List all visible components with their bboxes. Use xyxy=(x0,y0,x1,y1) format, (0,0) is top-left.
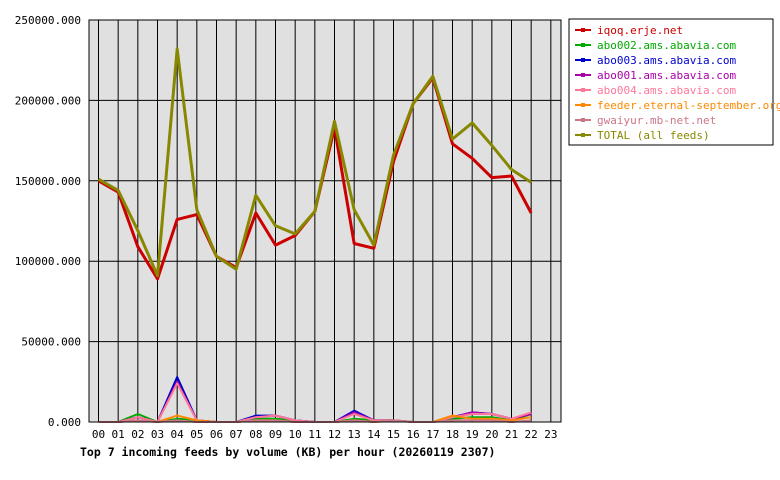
legend-label: iqoq.erje.net xyxy=(597,24,683,37)
legend-label: abo002.ams.abavia.com xyxy=(597,39,736,52)
y-axis-ticks: 0.000 50000.000 100000.000 150000.000 200000… xyxy=(15,14,81,429)
x-tick-label: 11 xyxy=(308,428,321,441)
x-tick-label: 01 xyxy=(112,428,125,441)
x-tick-label: 08 xyxy=(249,428,262,441)
legend-label: abo003.ams.abavia.com xyxy=(597,54,736,67)
legend-marker xyxy=(581,28,585,32)
legend-label: feeder.eternal-september.org xyxy=(597,99,780,112)
x-tick-label: 18 xyxy=(446,428,459,441)
x-tick-label: 14 xyxy=(367,428,381,441)
legend-marker xyxy=(581,58,585,62)
legend-marker xyxy=(581,103,585,107)
x-tick-label: 19 xyxy=(466,428,479,441)
legend-label: abo001.ams.abavia.com xyxy=(597,69,736,82)
legend-label: TOTAL (all feeds) xyxy=(597,129,710,142)
x-tick-label: 21 xyxy=(505,428,518,441)
x-tick-label: 16 xyxy=(407,428,420,441)
x-tick-label: 04 xyxy=(171,428,185,441)
legend-label: abo004.ams.abavia.com xyxy=(597,84,736,97)
x-tick-label: 15 xyxy=(387,428,400,441)
x-tick-label: 09 xyxy=(269,428,282,441)
y-tick-label: 100000.000 xyxy=(15,255,81,268)
series-line-total-all-feeds- xyxy=(97,47,532,278)
y-tick-label: 200000.000 xyxy=(15,94,81,107)
legend-marker xyxy=(581,88,585,92)
y-tick-label: 250000.000 xyxy=(15,14,81,27)
x-tick-label: 20 xyxy=(485,428,498,441)
legend-label: gwaiyur.mb-net.net xyxy=(597,114,716,127)
legend-box xyxy=(568,18,774,146)
legend-marker xyxy=(581,133,585,137)
y-tick-label: 0.000 xyxy=(48,416,81,429)
x-tick-label: 06 xyxy=(210,428,223,441)
x-tick-label: 07 xyxy=(230,428,243,441)
x-tick-label: 03 xyxy=(151,428,164,441)
x-tick-label: 05 xyxy=(190,428,203,441)
x-tick-label: 00 xyxy=(92,428,105,441)
x-axis-ticks: 00 01 02 03 04 05 06 07 08 09 10 11 12 13 14 15 16 17 18 19… xyxy=(92,428,558,441)
legend: iqoq.erje.net abo002.ams.abavia.com abo003… xyxy=(568,18,780,146)
x-tick-label: 23 xyxy=(544,428,557,441)
x-tick-label: 12 xyxy=(328,428,341,441)
plot-frame xyxy=(88,19,562,423)
x-tick-label: 13 xyxy=(348,428,361,441)
x-tick-label: 17 xyxy=(426,428,439,441)
x-tick-label: 22 xyxy=(525,428,538,441)
plot-area xyxy=(89,20,561,422)
x-tick-label: 02 xyxy=(131,428,144,441)
y-tick-label: 150000.000 xyxy=(15,175,81,188)
legend-marker xyxy=(581,73,585,77)
y-tick-label: 50000.000 xyxy=(21,336,81,349)
legend-marker xyxy=(581,43,585,47)
chart-caption: Top 7 incoming feeds by volume (KB) per … xyxy=(80,445,495,459)
x-tick-label: 10 xyxy=(289,428,302,441)
legend-marker xyxy=(581,118,585,122)
